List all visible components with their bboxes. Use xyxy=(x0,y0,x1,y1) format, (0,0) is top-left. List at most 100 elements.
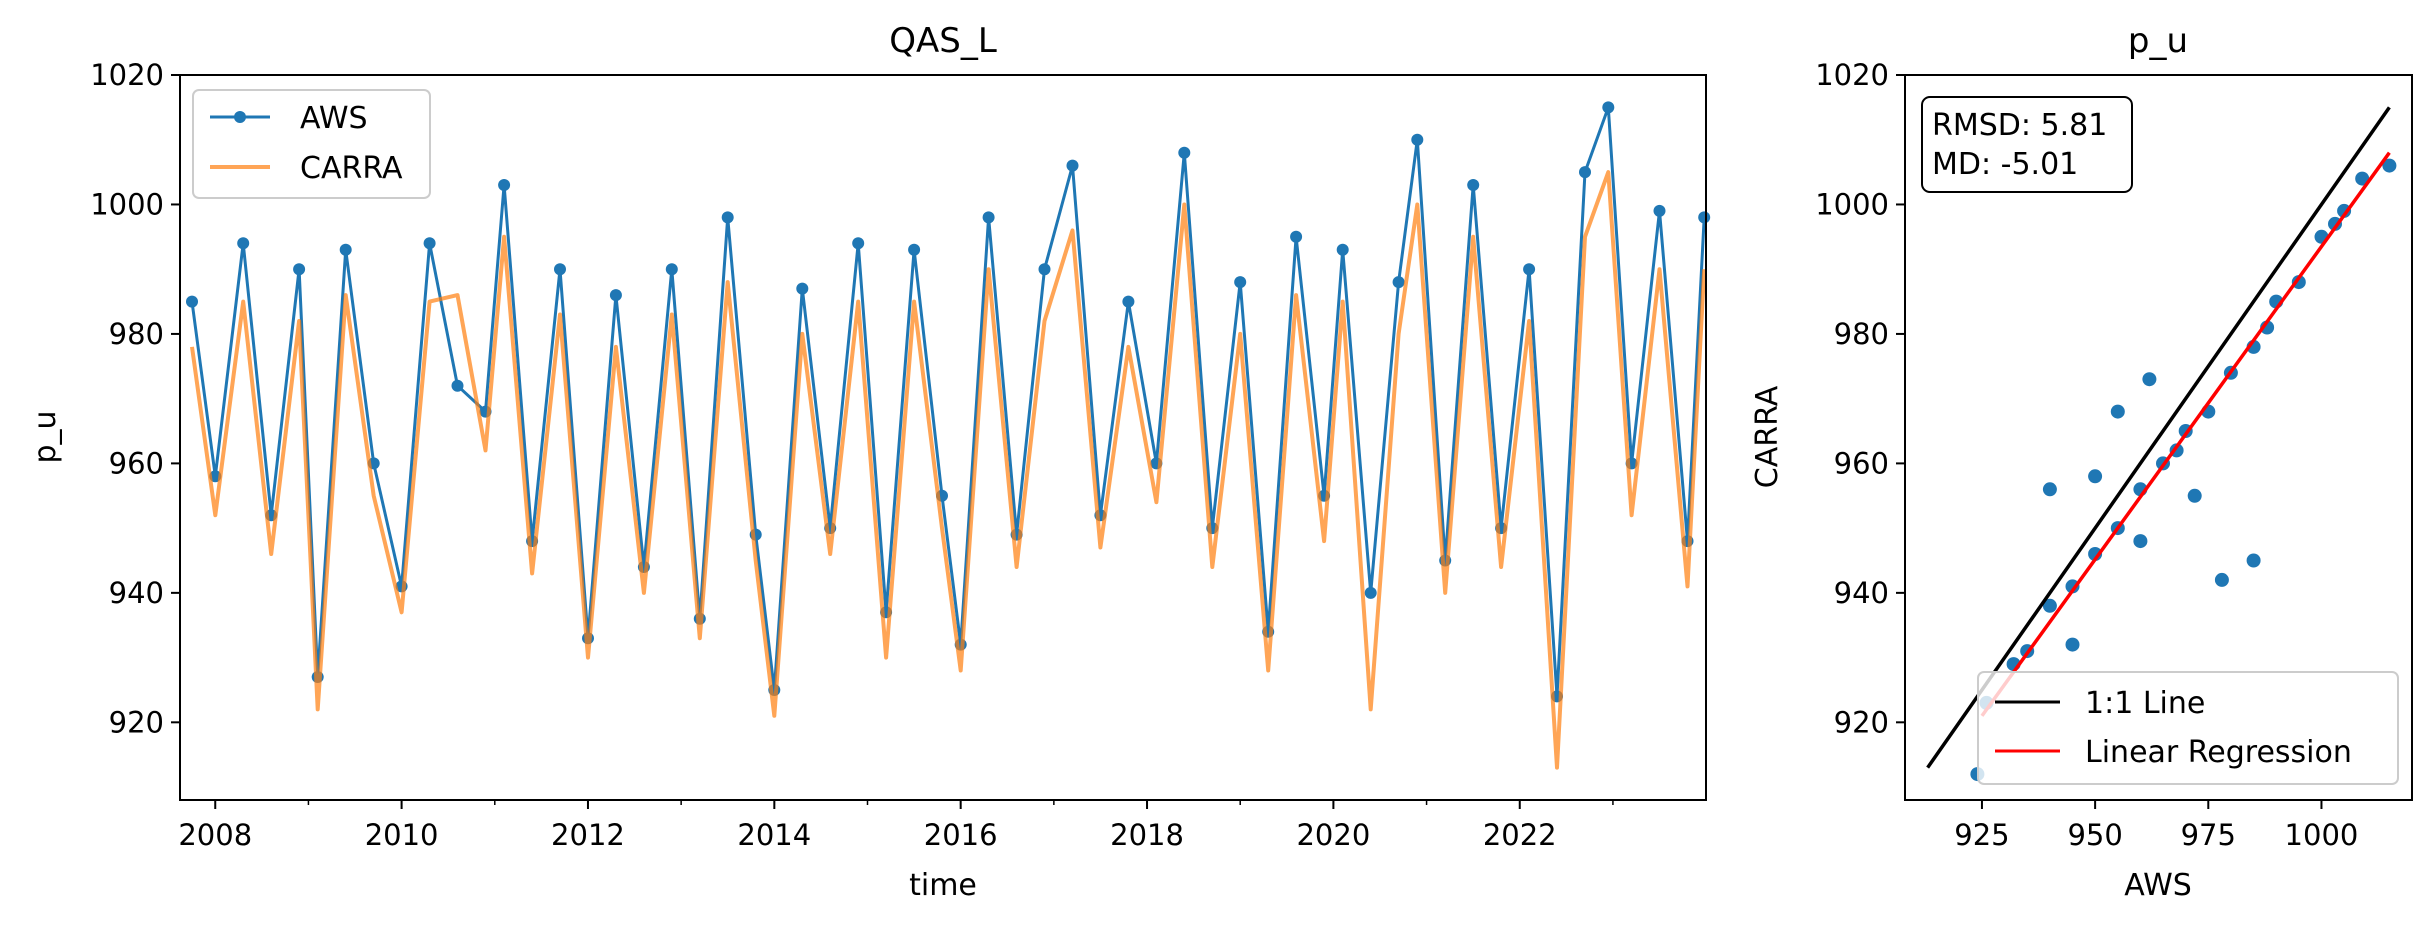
scatter-title: p_u xyxy=(2128,21,2188,61)
series-line-aws xyxy=(190,105,1706,698)
series-line-carra xyxy=(190,170,1707,770)
y-tick-label: 980 xyxy=(109,317,164,351)
scatter-ticks: 920 940 960 980 1000 1020 925 950 975 1000 xyxy=(1815,58,2358,852)
point-aws xyxy=(1392,276,1405,289)
y-tick-label: 960 xyxy=(1834,446,1889,480)
point-aws xyxy=(1290,230,1303,243)
timeseries-legend: AWS CARRA xyxy=(192,89,431,199)
scatter-point xyxy=(2042,482,2057,497)
x-tick-label: 975 xyxy=(2181,818,2236,852)
x-tick-label: 2010 xyxy=(365,818,439,852)
scatter-point xyxy=(2382,158,2397,173)
scatter-point xyxy=(2042,598,2057,613)
point-aws xyxy=(498,179,511,191)
x-tick-label: 2022 xyxy=(1483,818,1557,852)
scatter-panel: p_u 920 940 960 980 1000 1020 925 950 975 1000 AW… xyxy=(1750,21,2413,903)
legend-regression-label: Linear Regression xyxy=(2085,735,2352,770)
scatter-point xyxy=(2214,572,2229,587)
point-aws xyxy=(908,243,921,256)
timeseries-plot-area xyxy=(186,101,1711,770)
y-tick-label: 1000 xyxy=(90,187,164,221)
y-tick-label: 960 xyxy=(109,446,164,480)
x-tick-label: 2018 xyxy=(1110,818,1184,852)
point-aws xyxy=(1579,166,1591,179)
legend-entry-carra: CARRA xyxy=(210,151,403,186)
scatter-plot-area xyxy=(1926,106,2397,782)
scatter-point xyxy=(2110,404,2125,419)
y-tick-label: 980 xyxy=(1834,317,1889,351)
md-text: MD: -5.01 xyxy=(1932,147,2078,182)
point-aws xyxy=(796,282,809,295)
y-tick-label: 940 xyxy=(1834,576,1889,610)
point-aws xyxy=(1467,179,1480,191)
point-aws xyxy=(293,263,306,276)
x-tick-label: 925 xyxy=(1954,818,2009,852)
point-aws xyxy=(186,295,198,308)
legend-entry-aws: AWS xyxy=(210,101,368,136)
x-tick-label: 2016 xyxy=(924,818,998,852)
point-aws xyxy=(237,237,250,250)
timeseries-frame xyxy=(179,74,1707,801)
x-tick-label: 2008 xyxy=(178,818,252,852)
scatter-point xyxy=(2337,203,2352,218)
point-aws xyxy=(1411,133,1424,146)
point-aws xyxy=(1653,204,1666,217)
point-aws xyxy=(451,379,464,392)
y-tick-label: 920 xyxy=(109,705,164,739)
scatter-x-label: AWS xyxy=(2124,868,2192,903)
scatter-point xyxy=(2355,171,2370,186)
point-aws xyxy=(665,263,678,276)
y-tick-label: 1020 xyxy=(1815,58,1889,92)
scatter-point xyxy=(2065,637,2080,652)
scatter-legend-box xyxy=(1977,671,2399,785)
point-aws xyxy=(1602,101,1615,114)
point-aws xyxy=(609,289,622,302)
timeseries-panel: QAS_L 920 940 960 980 1000 1020 2008 2010 2012 20… xyxy=(28,21,1711,903)
x-tick-label: 2020 xyxy=(1296,818,1370,852)
legend-carra-label: CARRA xyxy=(300,151,403,186)
y-tick-label: 1000 xyxy=(1815,187,1889,221)
point-aws xyxy=(1364,586,1377,599)
point-aws xyxy=(1122,295,1135,308)
y-tick-label: 940 xyxy=(109,576,164,610)
point-aws xyxy=(1234,276,1247,289)
legend-aws-label: AWS xyxy=(300,101,368,136)
point-aws xyxy=(982,211,995,224)
scatter-legend: 1:1 Line Linear Regression xyxy=(1977,671,2399,785)
timeseries-x-label: time xyxy=(909,868,977,903)
x-tick-label: 2014 xyxy=(737,818,811,852)
legend-aws-marker xyxy=(234,111,246,123)
x-tick-label: 2012 xyxy=(551,818,625,852)
point-aws xyxy=(423,237,436,250)
regression-line xyxy=(1980,151,2391,717)
x-tick-label: 1000 xyxy=(2285,818,2359,852)
scatter-point xyxy=(2133,534,2148,549)
point-aws xyxy=(1038,263,1051,276)
timeseries-y-label: p_u xyxy=(28,410,63,463)
scatter-frame xyxy=(1904,74,2413,801)
x-tick-label: 950 xyxy=(2067,818,2122,852)
y-tick-label: 920 xyxy=(1834,705,1889,739)
y-tick-label: 1020 xyxy=(90,58,164,92)
scatter-point xyxy=(2142,372,2157,387)
legend-entry-regression: Linear Regression xyxy=(1995,735,2352,770)
point-aws xyxy=(554,263,566,276)
legend-one-to-one-label: 1:1 Line xyxy=(2085,686,2205,721)
point-aws xyxy=(1336,243,1349,256)
point-aws xyxy=(1698,211,1711,224)
rmsd-text: RMSD: 5.81 xyxy=(1932,108,2107,143)
scatter-point xyxy=(2088,469,2103,484)
stats-annotation: RMSD: 5.81 MD: -5.01 xyxy=(1921,96,2133,193)
point-aws xyxy=(721,211,734,224)
scatter-point xyxy=(2187,488,2202,503)
point-aws xyxy=(339,243,352,256)
stats-box xyxy=(1921,96,2133,193)
point-aws xyxy=(1066,159,1079,172)
point-aws xyxy=(1178,146,1191,159)
point-aws xyxy=(852,237,865,250)
legend-entry-one-to-one: 1:1 Line xyxy=(1995,686,2205,721)
timeseries-title: QAS_L xyxy=(889,21,997,61)
one-to-one-line xyxy=(1926,106,2391,769)
